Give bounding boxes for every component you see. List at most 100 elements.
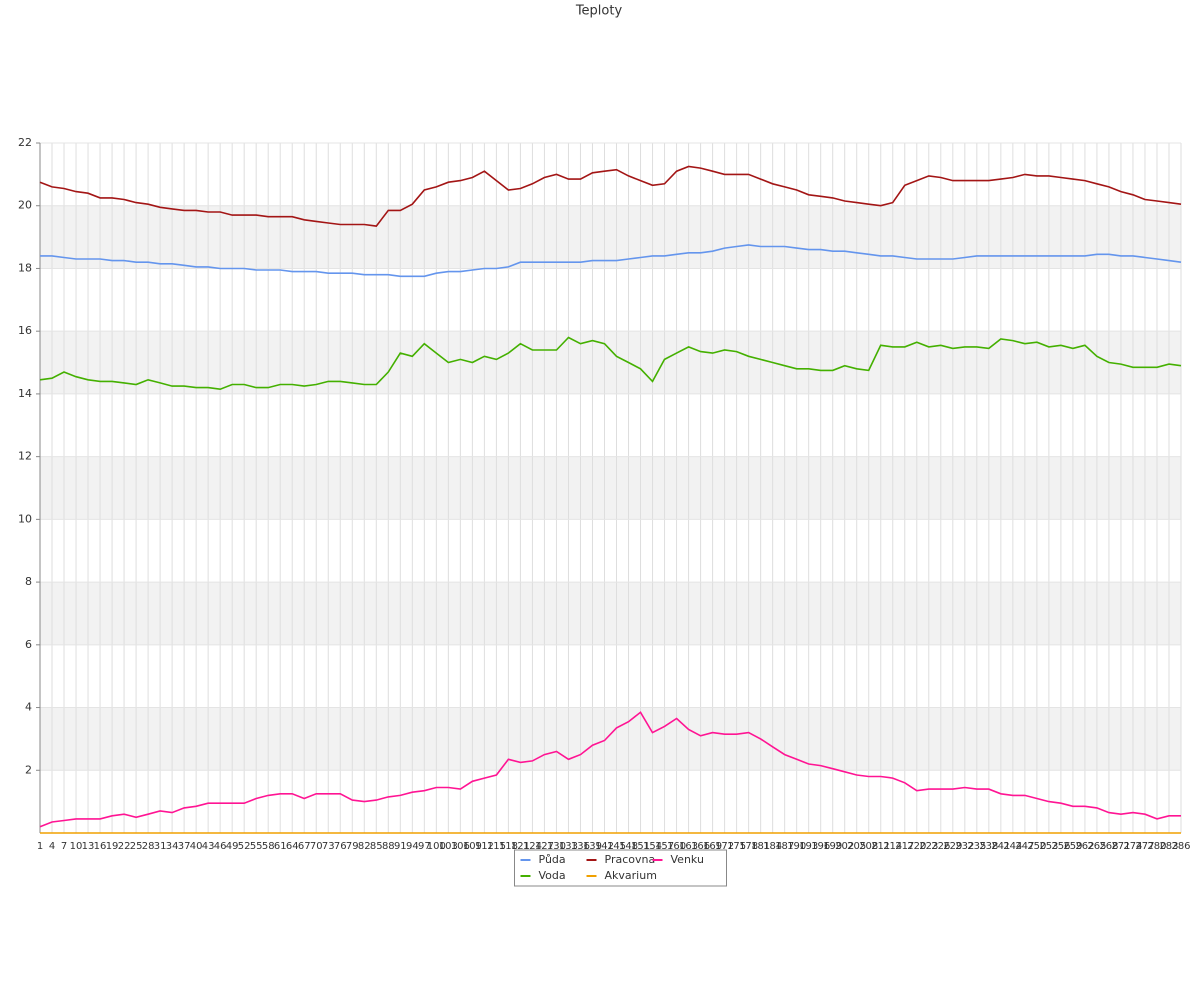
legend-label: Akvarium (605, 869, 657, 882)
x-tick-label: 259 (1063, 841, 1082, 852)
y-tick-label: 18 (18, 261, 32, 274)
series-line (39, 336, 1182, 391)
y-tick-label: 4 (25, 701, 32, 714)
x-tick-label: 157 (655, 841, 674, 852)
x-tick-label: 31 (154, 841, 167, 852)
legend-label: Venku (671, 853, 704, 866)
legend-label: Pracovna (605, 853, 656, 866)
x-tick-label: 220 (907, 841, 926, 852)
x-tick-label: 16 (94, 841, 107, 852)
x-tick-label: 79 (346, 841, 359, 852)
x-tick-label: 43 (202, 841, 215, 852)
x-tick-label: 97 (418, 841, 431, 852)
x-tick-label: 277 (1135, 841, 1154, 852)
x-tick-label: 265 (1087, 841, 1106, 852)
x-tick-label: 52 (238, 841, 251, 852)
x-tick-label: 160 (667, 841, 686, 852)
y-tick-label: 8 (25, 575, 32, 588)
x-tick-label: 271 (1111, 841, 1130, 852)
x-tick-label: 280 (1147, 841, 1166, 852)
x-tick-label: 268 (1099, 841, 1118, 852)
x-tick-label: 226 (931, 841, 950, 852)
x-tick-label: 208 (859, 841, 878, 852)
grid-band (40, 582, 1181, 645)
x-tick-label: 13 (82, 841, 95, 852)
x-tick-label: 214 (883, 841, 902, 852)
x-tick-label: 175 (727, 841, 746, 852)
x-tick-label: 217 (895, 841, 914, 852)
x-tick-label: 253 (1039, 841, 1058, 852)
x-tick-label: 283 (1159, 841, 1178, 852)
x-tick-label: 85 (370, 841, 383, 852)
grid-band (40, 331, 1181, 394)
x-tick-label: 58 (262, 841, 275, 852)
legend-label: Voda (539, 869, 566, 882)
y-tick-label: 12 (18, 450, 32, 463)
x-tick-label: 1 (37, 841, 43, 852)
x-tick-label: 100 (427, 841, 446, 852)
x-tick-label: 91 (394, 841, 407, 852)
x-tick-label: 82 (358, 841, 371, 852)
x-tick-label: 154 (643, 841, 662, 852)
x-tick-label: 34 (166, 841, 179, 852)
x-tick-label: 103 (439, 841, 458, 852)
x-tick-label: 25 (130, 841, 143, 852)
x-tick-label: 73 (322, 841, 335, 852)
x-tick-label: 244 (1003, 841, 1022, 852)
x-tick-label: 106 (451, 841, 470, 852)
x-tick-label: 241 (991, 841, 1010, 852)
x-tick-label: 19 (106, 841, 119, 852)
x-tick-label: 235 (967, 841, 986, 852)
series-line (40, 244, 1182, 278)
x-tick-label: 256 (1051, 841, 1070, 852)
y-tick-label: 16 (18, 324, 32, 337)
grid-band (40, 456, 1181, 520)
y-tick-label: 10 (18, 512, 32, 525)
x-tick-label: 61 (274, 841, 287, 852)
x-tick-label: 130 (547, 841, 566, 852)
x-tick-label: 28 (142, 841, 155, 852)
x-tick-label: 49 (226, 841, 239, 852)
chart-title: Teploty (575, 4, 623, 19)
x-tick-label: 211 (871, 841, 890, 852)
x-tick-label: 262 (1075, 841, 1094, 852)
x-tick-label: 205 (847, 841, 866, 852)
x-tick-label: 172 (715, 841, 734, 852)
y-tick-label: 20 (18, 199, 32, 212)
x-tick-label: 88 (382, 841, 395, 852)
x-tick-label: 178 (739, 841, 758, 852)
x-tick-label: 76 (334, 841, 347, 852)
y-tick-label: 14 (18, 387, 32, 400)
x-tick-label: 109 (463, 841, 482, 852)
x-tick-label: 286 (1171, 841, 1190, 852)
x-tick-label: 136 (571, 841, 590, 852)
series-line (39, 165, 1182, 227)
x-tick-label: 10 (70, 841, 83, 852)
x-tick-label: 184 (763, 841, 782, 852)
x-tick-label: 190 (787, 841, 806, 852)
x-tick-label: 193 (799, 841, 818, 852)
x-tick-label: 142 (595, 841, 614, 852)
x-tick-label: 121 (511, 841, 530, 852)
x-tick-label: 127 (535, 841, 554, 852)
y-tick-label: 2 (25, 763, 32, 776)
x-tick-label: 22 (118, 841, 131, 852)
x-tick-label: 151 (631, 841, 650, 852)
series-line (39, 711, 1181, 828)
x-tick-label: 37 (178, 841, 191, 852)
x-tick-label: 169 (703, 841, 722, 852)
x-tick-label: 133 (559, 841, 578, 852)
x-tick-label: 202 (835, 841, 854, 852)
y-tick-label: 22 (18, 136, 32, 149)
x-tick-label: 181 (751, 841, 770, 852)
x-tick-label: 166 (691, 841, 710, 852)
x-tick-label: 274 (1123, 841, 1142, 852)
legend-label: Půda (539, 853, 566, 866)
x-tick-label: 4 (49, 841, 55, 852)
grid-band (40, 205, 1181, 269)
x-tick-label: 7 (61, 841, 67, 852)
x-tick-label: 148 (619, 841, 638, 852)
x-tick-label: 250 (1027, 841, 1046, 852)
y-tick-label: 6 (25, 638, 32, 651)
